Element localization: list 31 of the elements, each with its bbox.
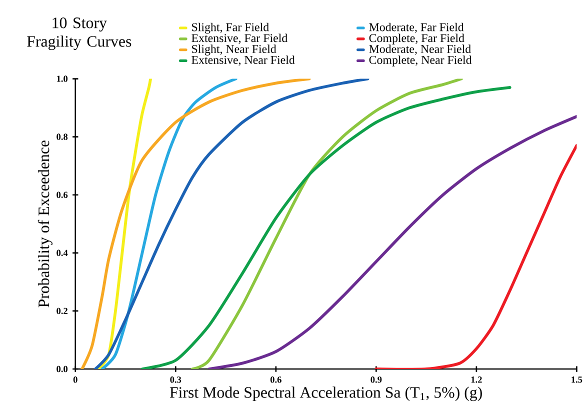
line-series <box>80 78 311 370</box>
x-tick-label: 1.5 <box>572 376 582 383</box>
legend-label: Extensive, Near Field <box>192 56 295 66</box>
legend-label: Moderate, Far Field <box>369 23 464 34</box>
line-series <box>97 78 152 370</box>
line-series <box>374 144 577 370</box>
x-tick-label: 0.6 <box>270 376 282 384</box>
x-tick-label: 0.9 <box>370 376 382 384</box>
x-tick-label: 1.2 <box>471 376 482 383</box>
line-series <box>208 115 577 370</box>
y-tick-label: 0.2 <box>56 308 68 314</box>
x-tick-label: 0.3 <box>170 376 182 384</box>
y-tick-label: 1.0 <box>57 76 68 82</box>
legend-label: Complete, Near Field <box>369 56 472 67</box>
y-axis-title: Probability of Exceedence <box>38 140 52 308</box>
y-tick-label: 0.4 <box>56 250 68 256</box>
y-tick-label: 0.8 <box>56 134 68 140</box>
x-axis-title: First Mode Spectral Acceleration Sa (T$_{1}$, 5%) (g) <box>170 386 482 402</box>
y-tick-label: 0.0 <box>56 366 68 372</box>
legend-label: Extensive, Far Field <box>192 34 288 44</box>
legend-label: Slight, Far Field <box>192 23 269 34</box>
line-series <box>140 86 512 370</box>
legend-label: Slight, Near Field <box>192 44 276 56</box>
line-series <box>94 78 370 370</box>
chart-title: 10 Story Fragility Curves <box>27 18 132 50</box>
x-tick-label: 0 <box>73 376 78 383</box>
legend-label: Complete, Far Field <box>369 34 464 45</box>
line-series <box>100 78 238 370</box>
line-series <box>190 78 463 370</box>
y-tick-label: 0.6 <box>56 192 68 198</box>
legend-label: Moderate, Near Field <box>369 44 471 55</box>
